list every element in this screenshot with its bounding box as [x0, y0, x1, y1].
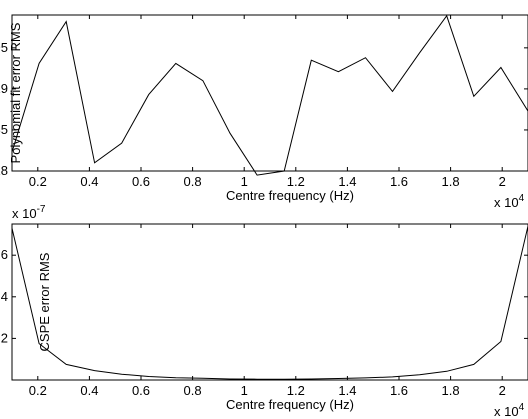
x-axis-label: Centre frequency (Hz): [226, 188, 354, 203]
y-tick-label: 2: [1, 330, 8, 345]
x-axis-multiplier: x 104: [494, 402, 525, 419]
x-tick-label: 2: [499, 383, 506, 398]
x-tick-label: 1.8: [442, 174, 460, 189]
x-tick-label: 1.6: [390, 383, 408, 398]
x-tick-label: 0.8: [184, 174, 202, 189]
y-axis-label: CSPE error RMS: [37, 252, 52, 351]
y-tick-label: 0.185: [0, 122, 8, 137]
x-tick-label: 2: [499, 174, 506, 189]
x-tick-label: 1.4: [338, 383, 356, 398]
y-tick-label: 0.195: [0, 40, 8, 55]
x-tick-label: 1.2: [287, 383, 305, 398]
x-axis-label: Centre frequency (Hz): [226, 397, 354, 412]
x-tick-label: 0.4: [80, 174, 98, 189]
x-axis-multiplier: x 104: [494, 193, 525, 210]
series-line: [11, 225, 528, 380]
x-tick-label: 0.6: [132, 383, 150, 398]
top-panel: 0.2 0.4 0.6 0.8 1 1.2 1.4 1.6 1.8 2 0.18 0.185 0.19 0…: [0, 14, 528, 210]
x-tick-label: 1.8: [442, 383, 460, 398]
x-tick-label: 0.4: [80, 383, 98, 398]
y-tick-label: 4: [1, 289, 8, 304]
series-line: [11, 14, 528, 176]
x-tick-label: 1: [241, 383, 248, 398]
x-tick-label: 1: [241, 174, 248, 189]
bottom-panel: 0.2 0.4 0.6 0.8 1 1.2 1.4 1.6 1.8 2 2 4 6 Centre freq…: [1, 204, 528, 419]
y-axis-multiplier: x 10-7: [12, 204, 46, 221]
axes-frame: [11, 14, 528, 172]
x-tick-label: 1.2: [287, 174, 305, 189]
x-tick-label: 0.2: [29, 174, 47, 189]
y-tick-label: 0.19: [0, 81, 8, 96]
y-tick-label: 6: [1, 247, 8, 262]
x-tick-label: 0.2: [29, 383, 47, 398]
axes-frame: [11, 223, 528, 381]
x-tick-label: 1.4: [338, 174, 356, 189]
x-tick-label: 0.8: [184, 383, 202, 398]
y-tick-label: 0.18: [0, 163, 8, 178]
x-tick-label: 0.6: [132, 174, 150, 189]
x-tick-label: 1.6: [390, 174, 408, 189]
